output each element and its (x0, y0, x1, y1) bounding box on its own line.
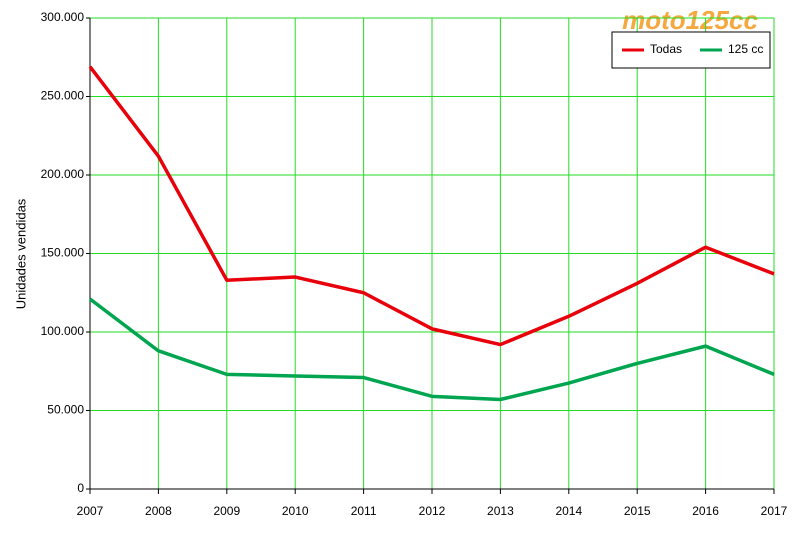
legend-label: 125 cc (728, 42, 763, 56)
x-tick-label: 2010 (282, 504, 309, 518)
line (88, 65, 775, 347)
x-tick-label: 2016 (692, 504, 719, 518)
line (88, 297, 775, 402)
y-tick-label: 50.000 (47, 403, 84, 417)
y-tick-label: 250.000 (41, 89, 85, 103)
y-tick-label: 0 (77, 481, 84, 495)
x-tick-label: 2014 (555, 504, 582, 518)
y-tick-label: 100.000 (41, 324, 85, 338)
x-tick-label: 2012 (419, 504, 446, 518)
legend-label: Todas (650, 42, 682, 56)
x-tick-label: 2011 (351, 504, 377, 518)
y-tick-label: 300.000 (41, 10, 85, 24)
y-tick-label: 150.000 (41, 246, 85, 260)
x-tick-label: 2009 (213, 504, 240, 518)
x-tick-label: 2007 (77, 504, 104, 518)
y-axis-label: Unidades vendidas (13, 198, 28, 309)
x-tick-label: 2015 (624, 504, 651, 518)
x-tick-label: 2017 (761, 504, 788, 518)
x-tick-label: 2013 (487, 504, 514, 518)
watermark: moto125cc (622, 5, 758, 35)
x-tick-label: 2008 (145, 504, 172, 518)
y-tick-label: 200.000 (41, 167, 85, 181)
